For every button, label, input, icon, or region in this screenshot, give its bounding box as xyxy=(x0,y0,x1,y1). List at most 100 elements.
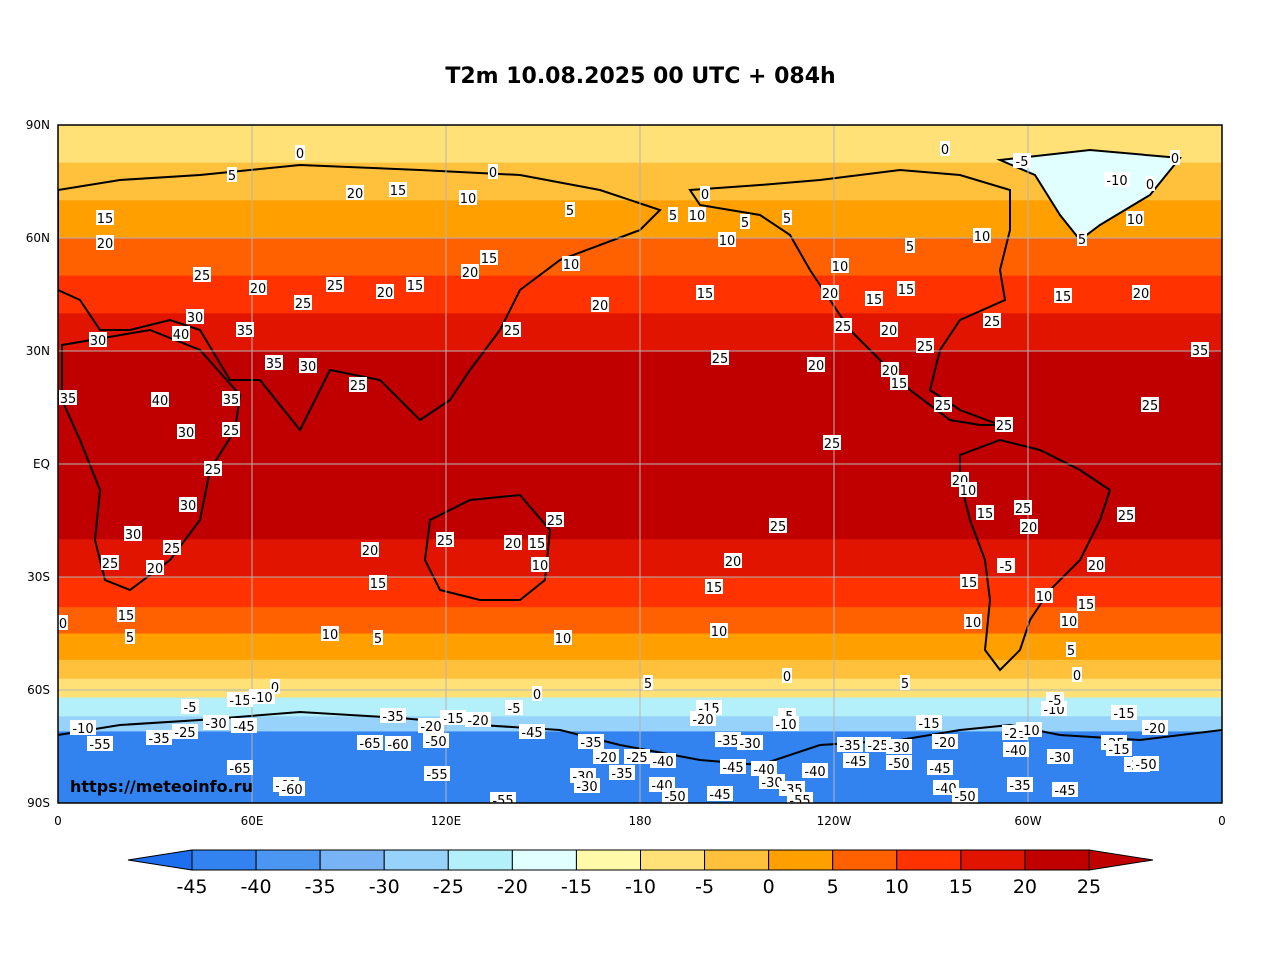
contour-label: -20 xyxy=(467,714,488,729)
contour-label-bg xyxy=(650,753,676,768)
contour-label-bg xyxy=(461,264,479,279)
contour-label: -65 xyxy=(359,737,380,752)
contour-label: -45 xyxy=(722,761,743,776)
contour-label: -50 xyxy=(954,790,975,805)
contour-label-bg xyxy=(807,357,825,372)
contour-label-bg xyxy=(1003,742,1029,757)
south-america-outline xyxy=(959,438,1112,672)
contour-label-bg xyxy=(369,575,387,590)
contour-label-bg xyxy=(146,560,164,575)
contour-label-bg xyxy=(249,280,267,295)
colorbar-tick-label: -15 xyxy=(561,876,592,898)
contour-label-bg xyxy=(424,766,450,781)
contour-label-bg xyxy=(1133,756,1159,771)
contour-label-bg xyxy=(897,281,915,296)
contour-label: 25 xyxy=(1015,502,1032,517)
contour-label: -20 xyxy=(692,713,713,728)
contour-label: -10 xyxy=(72,722,93,737)
contour-label-bg xyxy=(865,291,883,306)
contour-label: 25 xyxy=(835,320,852,335)
colorbar-segment xyxy=(704,849,770,871)
contour-label-bg xyxy=(406,277,424,292)
contour-label-bg xyxy=(488,164,498,179)
colorbar-tick-label: -45 xyxy=(176,876,207,898)
contour-label: 40 xyxy=(173,328,190,343)
contour-label: 30 xyxy=(180,499,197,514)
contour-label-bg xyxy=(465,712,491,727)
contour-label: -60 xyxy=(281,783,302,798)
contour-label-bg xyxy=(700,186,710,201)
contour-label: 30 xyxy=(125,528,142,543)
contour-label-bg xyxy=(59,390,77,405)
contour-label-bg xyxy=(203,715,229,730)
contour-label: -10 xyxy=(775,718,796,733)
contour-label-bg xyxy=(1142,720,1168,735)
contour-label-bg xyxy=(707,786,733,801)
contour-label-bg xyxy=(96,210,114,225)
contour-label-bg xyxy=(865,737,891,752)
contour-label: 25 xyxy=(770,520,787,535)
contour-label: -10 xyxy=(1106,174,1127,189)
contour-label: 35 xyxy=(1192,344,1209,359)
contour-label: 25 xyxy=(1142,399,1159,414)
colorbar-tick-label: 25 xyxy=(1077,876,1101,898)
contour-label-bg xyxy=(880,322,898,337)
contour-label: 10 xyxy=(711,625,728,640)
colorbar-segment xyxy=(640,849,706,871)
contour-label-bg xyxy=(528,535,546,550)
contour-label-bg xyxy=(436,532,454,547)
contour-label-bg xyxy=(668,207,678,222)
contour-label-bg xyxy=(389,182,407,197)
contour-label: -45 xyxy=(845,755,866,770)
contour-label-bg xyxy=(321,626,339,641)
contour-label-bg xyxy=(1126,211,1144,226)
contour-label-bg xyxy=(177,424,195,439)
contour-label-bg xyxy=(643,675,653,690)
contour-label-bg xyxy=(490,792,516,803)
contour-label: -25 xyxy=(174,726,195,741)
contour-label-bg xyxy=(705,579,723,594)
colorbar-segment xyxy=(896,849,962,871)
contour-label-bg xyxy=(96,235,114,250)
colorbar-segment xyxy=(447,849,513,871)
contour-label: 20 xyxy=(1133,287,1150,302)
contour-label-bg xyxy=(964,614,982,629)
contour-label-bg xyxy=(101,555,119,570)
contour-label-bg xyxy=(265,355,283,370)
contour-label: 5 xyxy=(644,677,652,692)
contour-label: -45 xyxy=(709,788,730,803)
lat-tick-label: 60S xyxy=(27,683,50,697)
contour-label-bg xyxy=(146,730,172,745)
contour-label-bg xyxy=(89,332,107,347)
colorbar-segment xyxy=(575,849,642,871)
lat-tick-label: EQ xyxy=(33,457,50,471)
contour-label-bg xyxy=(624,749,650,764)
contour-label: 10 xyxy=(1036,590,1053,605)
contour-label-bg xyxy=(1132,285,1150,300)
contour-label: 5 xyxy=(741,216,749,231)
contour-label: 10 xyxy=(965,616,982,631)
contour-label-bg xyxy=(688,207,706,222)
contour-label: -10 xyxy=(251,691,272,706)
colorbar-segment xyxy=(1024,849,1090,871)
contour-label-bg xyxy=(759,774,785,789)
contour-label-bg xyxy=(1072,667,1082,682)
contour-label: -45 xyxy=(521,726,542,741)
contour-label-bg xyxy=(222,391,240,406)
contour-label-bg xyxy=(1111,705,1137,720)
contour-label-bg xyxy=(823,435,841,450)
contour-label-bg xyxy=(1052,782,1078,797)
contour-label-bg xyxy=(905,238,915,253)
contour-label: 20 xyxy=(250,282,267,297)
contour-label-bg xyxy=(361,542,379,557)
contour-label: 30 xyxy=(187,311,204,326)
contour-label-bg xyxy=(932,734,958,749)
contour-label: 0 xyxy=(533,688,541,703)
contour-label-bg xyxy=(519,724,545,739)
contour-label-bg xyxy=(940,141,950,156)
colorbar-tick-label: -35 xyxy=(305,876,336,898)
contour-label-bg xyxy=(737,735,763,750)
contour-label: 10 xyxy=(974,230,991,245)
contour-label: 5 xyxy=(901,677,909,692)
contour-label-bg xyxy=(773,716,799,731)
